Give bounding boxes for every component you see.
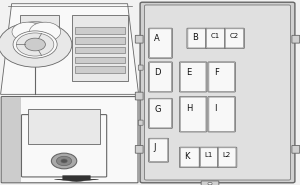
- FancyBboxPatch shape: [148, 28, 172, 58]
- Text: D: D: [154, 68, 161, 77]
- Bar: [75, 57, 125, 63]
- FancyBboxPatch shape: [135, 35, 143, 43]
- Text: K: K: [184, 152, 190, 161]
- FancyBboxPatch shape: [179, 147, 200, 167]
- Bar: [75, 47, 125, 53]
- Bar: [75, 37, 125, 43]
- FancyBboxPatch shape: [188, 29, 206, 48]
- Bar: [20, 15, 58, 49]
- FancyBboxPatch shape: [180, 148, 199, 167]
- Circle shape: [29, 22, 61, 41]
- FancyBboxPatch shape: [149, 29, 171, 58]
- Bar: [75, 66, 125, 73]
- FancyBboxPatch shape: [179, 62, 207, 92]
- Circle shape: [61, 159, 67, 163]
- FancyBboxPatch shape: [149, 63, 171, 91]
- Text: C2: C2: [229, 33, 239, 39]
- FancyBboxPatch shape: [187, 28, 207, 48]
- FancyBboxPatch shape: [218, 148, 236, 167]
- FancyBboxPatch shape: [135, 145, 143, 153]
- Bar: [2, 97, 21, 182]
- FancyBboxPatch shape: [218, 147, 237, 167]
- Text: B: B: [192, 33, 198, 42]
- FancyBboxPatch shape: [292, 145, 300, 153]
- FancyBboxPatch shape: [138, 65, 143, 70]
- Circle shape: [13, 31, 57, 58]
- FancyBboxPatch shape: [200, 147, 219, 167]
- FancyBboxPatch shape: [209, 97, 235, 131]
- Circle shape: [25, 38, 45, 51]
- Circle shape: [12, 22, 43, 41]
- FancyBboxPatch shape: [179, 97, 207, 132]
- FancyBboxPatch shape: [22, 115, 107, 177]
- FancyBboxPatch shape: [149, 139, 168, 162]
- Text: E: E: [186, 68, 191, 77]
- Text: C1: C1: [211, 33, 220, 39]
- Circle shape: [208, 182, 212, 185]
- Text: L1: L1: [205, 152, 213, 158]
- FancyBboxPatch shape: [180, 63, 206, 91]
- Circle shape: [16, 33, 54, 56]
- Circle shape: [51, 153, 77, 169]
- Polygon shape: [54, 176, 99, 182]
- FancyBboxPatch shape: [209, 63, 235, 91]
- FancyBboxPatch shape: [148, 138, 169, 162]
- FancyBboxPatch shape: [225, 29, 244, 48]
- Bar: [28, 109, 100, 144]
- Text: H: H: [186, 104, 192, 113]
- Circle shape: [56, 156, 72, 166]
- Text: J: J: [154, 143, 156, 152]
- FancyBboxPatch shape: [138, 120, 143, 125]
- FancyBboxPatch shape: [207, 29, 225, 48]
- Text: I: I: [214, 104, 217, 113]
- Text: L2: L2: [223, 152, 231, 158]
- Bar: [75, 27, 125, 34]
- Circle shape: [0, 22, 72, 67]
- FancyBboxPatch shape: [208, 62, 236, 92]
- FancyBboxPatch shape: [140, 2, 295, 183]
- FancyBboxPatch shape: [201, 181, 219, 185]
- FancyBboxPatch shape: [135, 92, 143, 100]
- Text: F: F: [214, 68, 219, 77]
- FancyBboxPatch shape: [292, 35, 300, 43]
- FancyBboxPatch shape: [1, 97, 138, 183]
- FancyBboxPatch shape: [149, 99, 171, 128]
- FancyBboxPatch shape: [180, 97, 206, 131]
- Text: G: G: [154, 105, 161, 114]
- Bar: [72, 16, 128, 81]
- FancyBboxPatch shape: [224, 28, 244, 48]
- FancyBboxPatch shape: [206, 28, 226, 48]
- Polygon shape: [1, 4, 139, 94]
- FancyBboxPatch shape: [148, 98, 172, 128]
- Text: A: A: [154, 34, 160, 43]
- FancyBboxPatch shape: [148, 62, 172, 92]
- FancyBboxPatch shape: [208, 97, 236, 132]
- FancyBboxPatch shape: [145, 5, 290, 180]
- FancyBboxPatch shape: [200, 148, 218, 167]
